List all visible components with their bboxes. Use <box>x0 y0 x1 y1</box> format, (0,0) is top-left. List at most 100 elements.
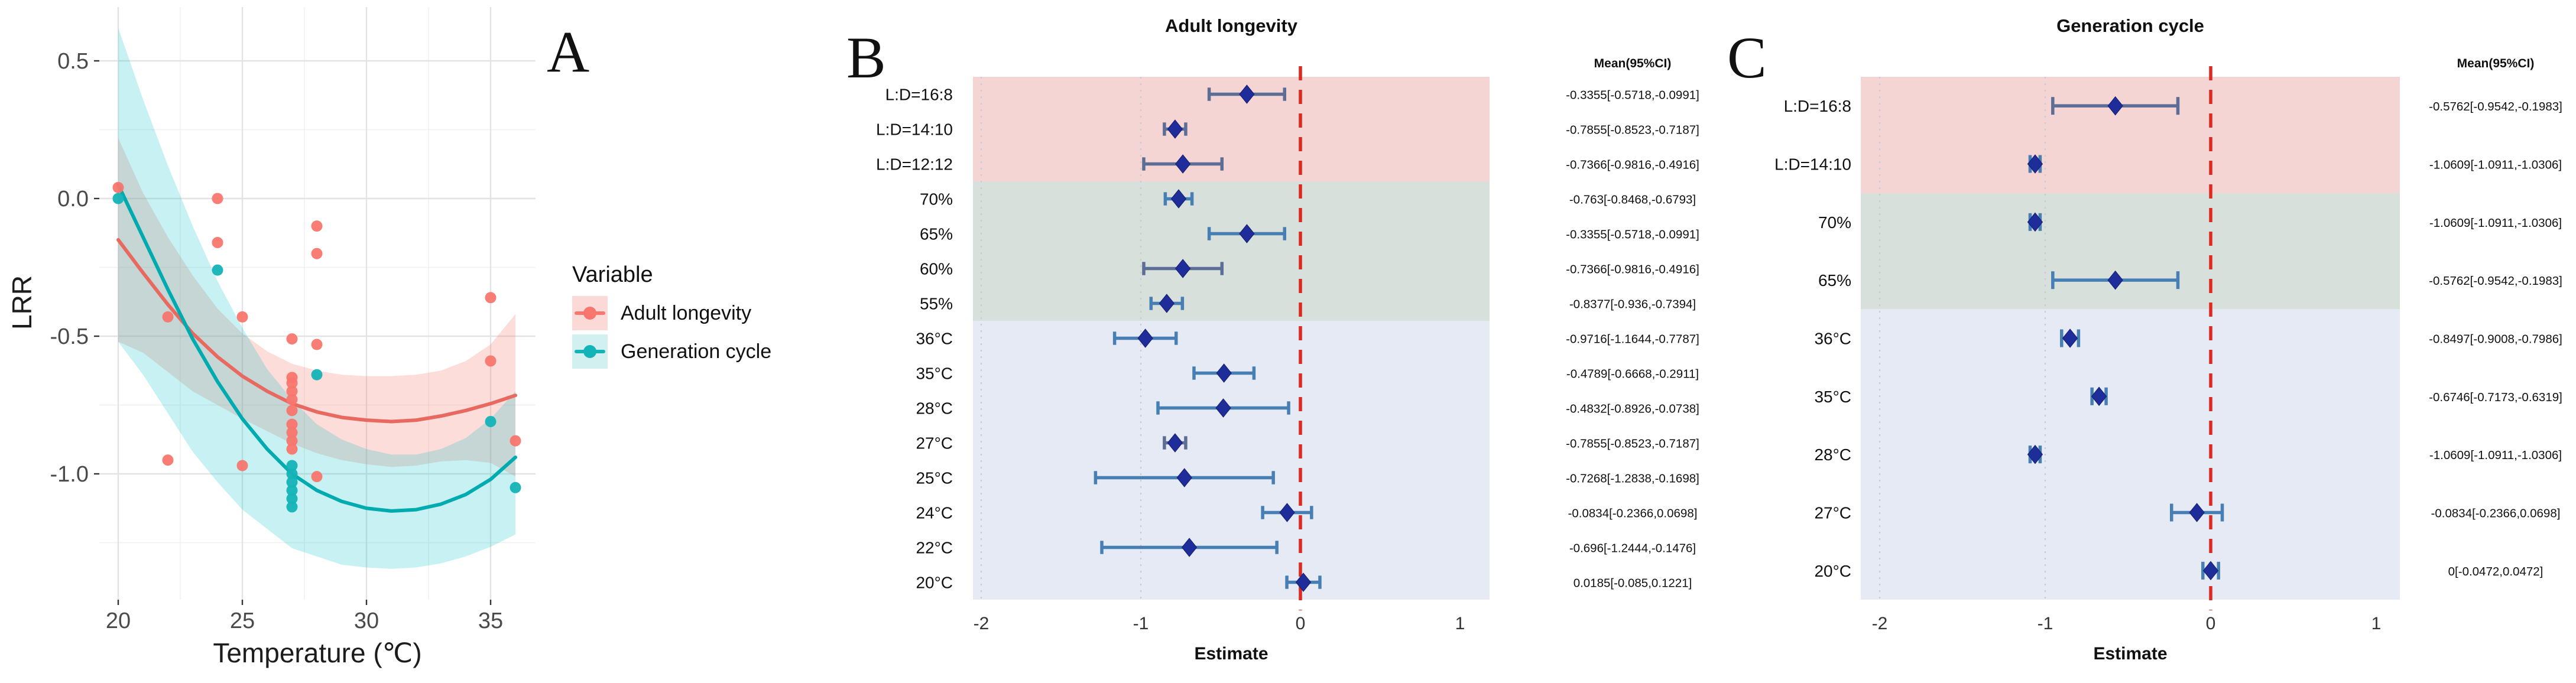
ci-value: -0.5762[-0.9542,-0.1983] <box>2429 100 2562 113</box>
x-tick-label: 0 <box>1296 614 1306 633</box>
y-tick-label: -0.5 <box>50 324 89 349</box>
section-letter-b: B <box>846 25 886 90</box>
row-label: 70% <box>920 190 953 209</box>
ci-value: -0.763[-0.8468,-0.6793] <box>1569 193 1696 207</box>
y-tick-label: -1.0 <box>50 462 89 487</box>
ci-value: -1.0609[-1.0911,-1.0306] <box>2429 216 2562 230</box>
row-label: L:D=16:8 <box>1784 97 1851 115</box>
mean-diamond <box>2027 444 2043 464</box>
mean-diamond <box>1216 363 1232 383</box>
mean-diamond <box>1239 84 1255 104</box>
ci-value: 0[-0.0472,0.0472] <box>2448 565 2543 578</box>
mean-diamond <box>2107 96 2123 116</box>
scatter-point <box>286 460 298 471</box>
row-label: 60% <box>920 260 953 278</box>
ci-value: -0.6746[-0.7173,-0.6319] <box>2429 391 2562 404</box>
ci-value: -0.7366[-0.9816,-0.4916] <box>1566 158 1699 172</box>
row-label: L:D=14:10 <box>1774 155 1851 174</box>
scatter-point <box>236 460 248 471</box>
panel-c-chart: L:D=16:8 -0.5762[-0.9542,-0.1983] L:D=14:1… <box>1774 66 2562 633</box>
scatter-point <box>212 237 223 249</box>
row-label: L:D=12:12 <box>876 155 953 174</box>
ci-value: -0.0834[-0.2366,0.0698] <box>1568 507 1698 521</box>
row-label: 25°C <box>916 469 953 487</box>
row-label: 27°C <box>916 434 953 453</box>
mean-diamond <box>2062 329 2078 348</box>
group-band <box>973 321 1490 600</box>
scatter-point <box>286 427 298 438</box>
x-tick-label: -2 <box>974 614 989 633</box>
panel-a-chart: 20 25 30 35 0.5 0.0 -0.5 -1.0 <box>50 7 536 633</box>
mean-diamond <box>2189 503 2205 522</box>
group-band <box>1861 77 2400 193</box>
scatter-point <box>311 339 323 350</box>
panel-b-ci-header: Mean(95%CI) <box>1594 57 1672 70</box>
legend-item-1: Generation cycle <box>572 334 771 369</box>
scatter-point <box>286 333 298 345</box>
ci-value: -0.5762[-0.9542,-0.1983] <box>2429 274 2562 288</box>
panel-c-x-axis-title: Estimate <box>2093 644 2168 664</box>
scatter-point <box>212 193 223 204</box>
scatter-point <box>485 415 497 427</box>
scatter-point <box>286 484 298 496</box>
mean-diamond <box>1295 573 1312 592</box>
legend-item-label: Generation cycle <box>621 340 772 363</box>
ci-value: -1.0609[-1.0911,-1.0306] <box>2429 158 2562 172</box>
x-tick-label: 20 <box>106 609 131 633</box>
ci-value: -0.9716[-1.1644,-0.7787] <box>1566 333 1699 346</box>
mean-diamond <box>2091 386 2107 406</box>
group-band <box>1861 193 2400 310</box>
scatter-point <box>286 501 298 513</box>
panel-b-x-axis-title: Estimate <box>1194 644 1268 664</box>
scatter-point <box>485 292 497 304</box>
x-tick-label: -2 <box>1872 614 1888 633</box>
legend-title: Variable <box>572 262 653 287</box>
scatter-point <box>286 476 298 488</box>
legend-item-0: Adult longevity <box>572 296 771 330</box>
ci-value: -0.7855[-0.8523,-0.7187] <box>1566 437 1699 451</box>
legend: Variable Adult longevity Generation cycle <box>572 262 771 369</box>
row-label: 36°C <box>1814 330 1851 348</box>
row-label: 36°C <box>916 330 953 348</box>
scatter-point <box>286 493 298 505</box>
panel-a-x-axis-title: Temperature (℃) <box>213 638 422 668</box>
row-label: 28°C <box>1814 445 1851 464</box>
legend-key-icon <box>572 334 608 369</box>
scatter-point <box>311 471 323 483</box>
scatter-point <box>236 311 248 323</box>
scatter-point <box>510 482 521 493</box>
mean-diamond <box>1181 538 1198 557</box>
scatter-point <box>286 435 298 447</box>
ci-value: -0.8497[-0.9008,-0.7986] <box>2429 333 2562 346</box>
legend-items: Adult longevity Generation cycle <box>572 296 771 369</box>
group-band <box>973 181 1490 321</box>
legend-key-point <box>583 345 596 358</box>
x-tick-label: 35 <box>478 609 503 633</box>
ci-value: 0.0185[-0.085,0.1221] <box>1573 577 1692 590</box>
mean-diamond <box>1170 189 1187 209</box>
ci-value: -1.0609[-1.0911,-1.0306] <box>2429 448 2562 462</box>
scatter-point <box>510 435 521 447</box>
confidence-ribbon <box>118 138 515 477</box>
scatter-point <box>286 468 298 480</box>
row-label: 35°C <box>1814 388 1851 406</box>
ci-value: -0.7855[-0.8523,-0.7187] <box>1566 123 1699 137</box>
row-label: 20°C <box>1814 562 1851 580</box>
panel-b-title: Adult longevity <box>1165 15 1297 36</box>
row-label: 35°C <box>916 365 953 383</box>
y-tick-label: 0.0 <box>57 187 89 212</box>
x-tick-label: 1 <box>2371 614 2382 633</box>
ci-value: -0.4832[-0.8926,-0.0738] <box>1566 402 1699 416</box>
ci-value: -0.7268[-1.2838,-0.1698] <box>1566 472 1699 486</box>
row-label: 70% <box>1818 213 1851 232</box>
scatter-point <box>286 405 298 417</box>
scatter-point <box>286 385 298 397</box>
legend-key-icon <box>572 296 608 330</box>
mean-diamond <box>1215 398 1231 418</box>
mean-diamond <box>2202 561 2219 581</box>
row-label: 22°C <box>916 539 953 557</box>
mean-diamond <box>1159 294 1175 313</box>
mean-diamond <box>1167 119 1183 139</box>
mean-diamond <box>2027 154 2043 174</box>
scatter-point <box>212 264 223 276</box>
